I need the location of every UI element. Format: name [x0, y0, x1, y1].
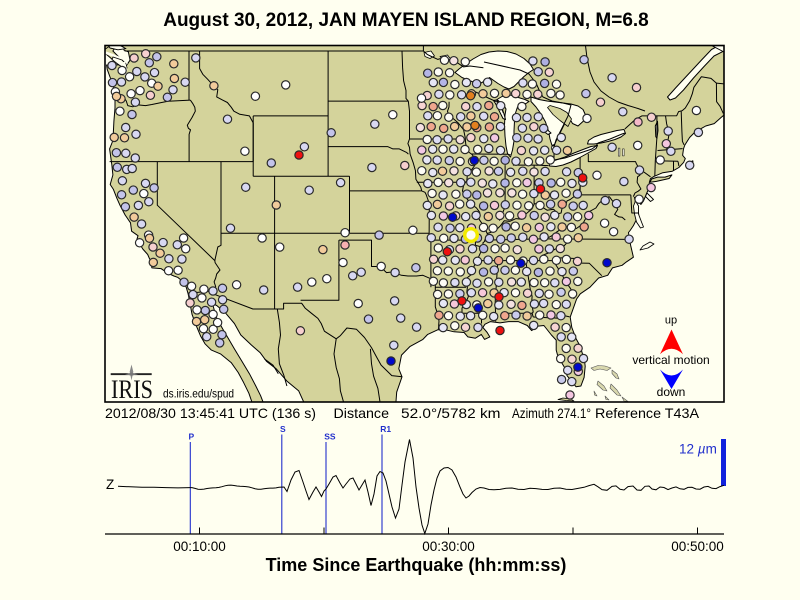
svg-text:Z: Z [106, 477, 114, 492]
svg-text:vertical motion: vertical motion [632, 353, 709, 367]
svg-text:Azimuth 274.1°: Azimuth 274.1° [512, 405, 591, 421]
svg-text:up: up [665, 315, 677, 327]
svg-text:12 µm: 12 µm [679, 442, 717, 457]
svg-text:00:50:00: 00:50:00 [671, 539, 724, 554]
svg-text:00:10:00: 00:10:00 [173, 539, 226, 554]
svg-text:IRIS: IRIS [111, 374, 153, 404]
svg-text:00:30:00: 00:30:00 [422, 539, 475, 554]
svg-text:S: S [280, 424, 286, 434]
svg-text:SS: SS [324, 432, 336, 442]
svg-text:P: P [189, 432, 195, 442]
svg-text:down: down [657, 385, 686, 399]
svg-text:52.0°/5782 km: 52.0°/5782 km [401, 405, 501, 421]
svg-text:Reference T43A: Reference T43A [595, 405, 700, 421]
svg-text:R1: R1 [380, 424, 391, 434]
svg-text:ds.iris.edu/spud: ds.iris.edu/spud [163, 387, 234, 401]
svg-text:Time Since Earthquake (hh:mm:s: Time Since Earthquake (hh:mm:ss) [266, 555, 567, 575]
svg-text:August 30, 2012, JAN MAYEN ISL: August 30, 2012, JAN MAYEN ISLAND REGION… [163, 10, 649, 31]
svg-text:Distance: Distance [334, 405, 390, 421]
svg-text:2012/08/30 13:45:41 UTC (136 s: 2012/08/30 13:45:41 UTC (136 s) [105, 405, 316, 421]
